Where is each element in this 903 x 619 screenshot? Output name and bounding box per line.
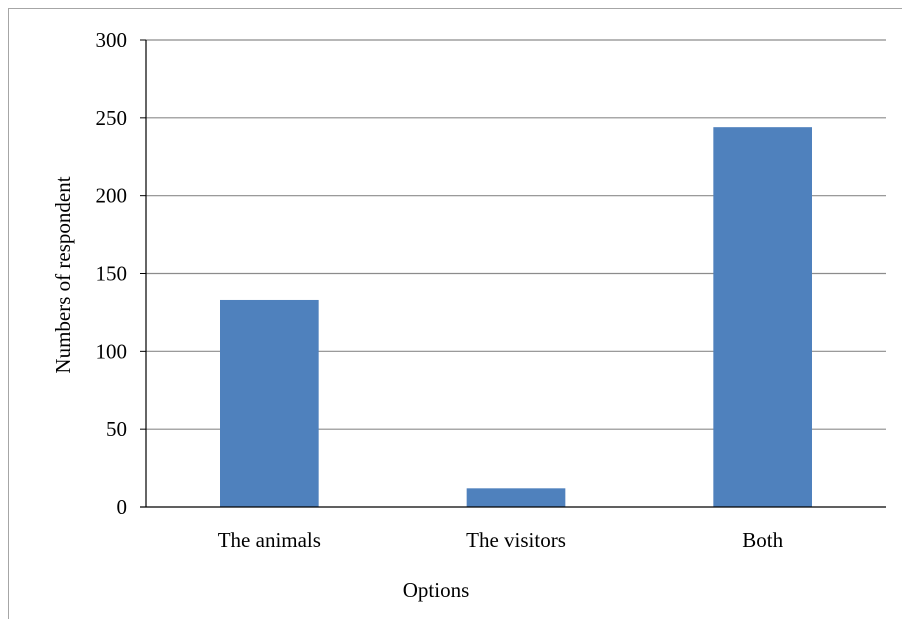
bar-both <box>713 127 812 507</box>
chart-frame <box>8 8 902 619</box>
x-tick-labels: The animals The visitors Both <box>218 528 784 552</box>
bar-the-visitors <box>466 488 566 507</box>
y-tick-label: 250 <box>96 106 128 130</box>
axes <box>140 39 886 508</box>
y-tick-label: 200 <box>96 184 128 208</box>
x-tick-label: Both <box>742 528 783 552</box>
bars <box>220 127 812 507</box>
y-tick-label: 150 <box>96 262 128 286</box>
x-tick-label: The animals <box>218 528 321 552</box>
y-tick-label: 50 <box>106 417 127 441</box>
y-tick-label: 0 <box>117 495 128 519</box>
y-tick-label: 100 <box>96 339 128 363</box>
bar-the-animals <box>220 299 319 507</box>
x-tick-label: The visitors <box>466 528 566 552</box>
y-tick-labels: 0 50 100 150 200 250 300 <box>96 28 128 519</box>
x-axis-title: Options <box>403 578 470 602</box>
y-tick-label: 300 <box>96 28 128 52</box>
y-axis-title: Numbers of respondent <box>51 176 75 373</box>
